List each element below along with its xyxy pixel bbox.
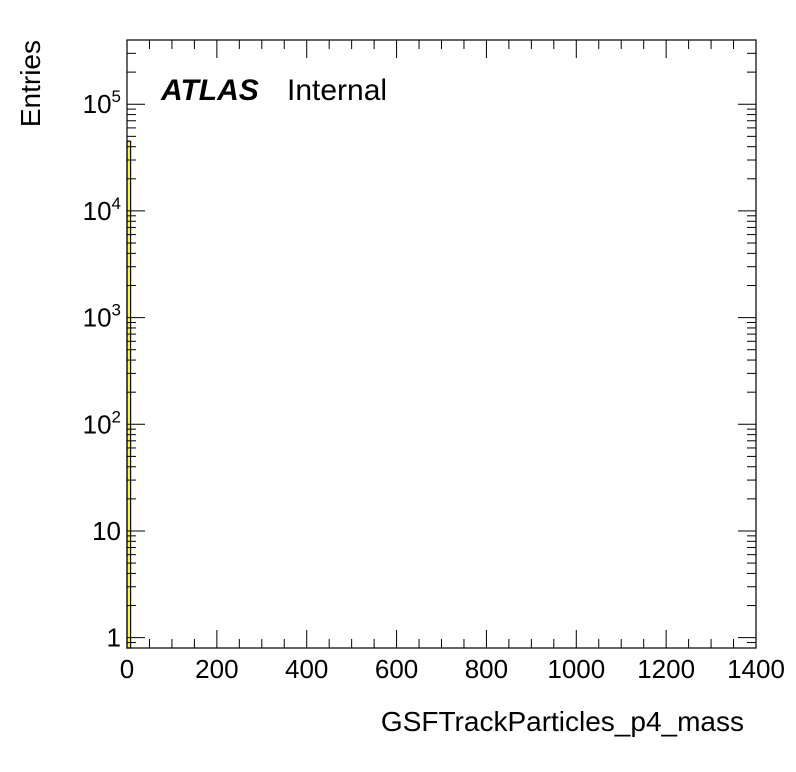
y-tick-label: 10 [92,516,121,546]
x-axis-tick-labels: 0 200 400 600 800 1000 1200 1400 [120,654,785,684]
internal-label: Internal [287,74,387,107]
x-tick-label: 1000 [547,654,605,684]
x-tick-label: 1200 [637,654,695,684]
x-axis-ticks [126,40,757,648]
x-tick-label: 800 [465,654,508,684]
y-tick-label: 1 [107,623,121,653]
x-tick-label: 200 [195,654,238,684]
x-tick-label: 1400 [727,654,785,684]
x-tick-label: 400 [285,654,328,684]
y-tick-label: 103 [83,301,121,333]
x-tick-label: 600 [375,654,418,684]
y-tick-label: 104 [83,194,121,226]
y-axis-ticks [127,39,756,649]
atlas-label: ATLAS [160,74,259,107]
x-axis-title: GSFTrackParticles_p4_mass [381,706,744,737]
y-tick-label: 105 [83,87,121,119]
y-tick-label: 102 [83,407,121,439]
y-axis-tick-labels: 1 10 102 103 104 105 [83,87,121,652]
y-axis-title: Entries [15,40,46,127]
x-tick-label: 0 [120,654,134,684]
plot-frame [126,39,757,649]
